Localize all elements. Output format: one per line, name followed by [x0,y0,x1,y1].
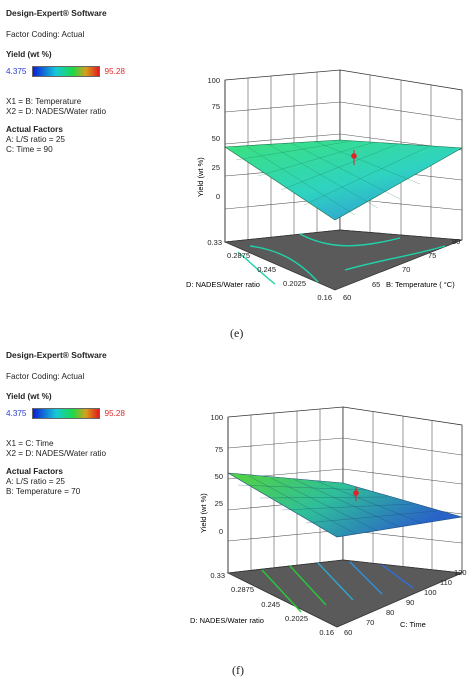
x-tick-label: 100 [424,588,437,597]
legend-max: 95.28 [104,408,126,418]
z-tick-label: 100 [210,413,223,422]
factor-x1: X1 = C: Time [6,439,54,448]
actual-factor-a: A: L/S ratio = 25 [6,135,65,144]
legend-gradient-bar [31,66,100,77]
y-tick-label: 0.2025 [285,614,308,623]
y-tick-label: 0.245 [257,265,276,274]
design-point [353,490,359,496]
software-title: Design-Expert® Software [6,350,107,360]
x-axis-label: C: Time [400,620,426,629]
legend-max: 95.28 [104,66,126,76]
z-tick-label: 25 [212,163,220,172]
z-ticks: 100 75 50 25 0 [210,413,223,536]
x-tick-label: 110 [440,578,452,587]
y-ticks: 0.33 0.2875 0.245 0.2025 0.16 [210,571,334,637]
response-label: Yield (wt %) [6,392,52,401]
factor-x1: X1 = B: Temperature [6,97,82,106]
x-tick-label: 60 [344,628,352,637]
floor-plane [223,229,463,291]
response-surface [227,472,463,538]
y-tick-label: 0.2025 [283,279,306,288]
response-label: Yield (wt %) [6,50,52,59]
panel-caption: (f) [232,663,244,677]
z-tick-label: 25 [215,499,223,508]
info-block: Design-Expert® Software Factor Coding: A… [6,8,125,155]
x-tick-label: 80 [452,237,460,246]
x-tick-label: 90 [406,598,414,607]
z-tick-label: 0 [216,192,220,201]
floor-plane [226,559,464,628]
y-axis-label: D: NADES/Water ratio [190,616,264,625]
surface-mesh [237,475,438,535]
surface-plot-e: 100 75 50 25 0 Yield (wt %) 0.33 0.2875 … [186,69,464,302]
x-tick-label: 120 [454,568,467,577]
x-ticks: 60 65 70 75 80 [343,237,460,302]
surface-plot-f: 100 75 50 25 0 Yield (wt %) 0.33 0.2875 … [190,406,467,637]
actual-factor-b: C: Time = 90 [6,145,53,154]
z-tick-label: 0 [219,527,223,536]
legend-gradient-bar [31,408,100,419]
y-tick-label: 0.2875 [231,585,254,594]
z-tick-label: 75 [212,102,220,111]
x-tick-label: 65 [372,280,380,289]
x-tick-label: 75 [428,251,436,260]
panel-e: Design-Expert® Software Factor Coding: A… [6,8,464,340]
software-title: Design-Expert® Software [6,8,107,18]
z-axis-label: Yield (wt %) [196,157,205,197]
z-tick-label: 75 [215,445,223,454]
x-tick-label: 70 [402,265,410,274]
z-ticks: 100 75 50 25 0 [207,76,220,201]
actual-factor-b: B: Temperature = 70 [6,487,81,496]
x-tick-label: 60 [343,293,351,302]
design-point [351,153,357,159]
z-tick-label: 100 [207,76,220,85]
y-tick-label: 0.245 [261,600,280,609]
surface-mesh [235,140,431,216]
y-tick-label: 0.2875 [227,251,250,260]
z-tick-label: 50 [212,134,220,143]
legend-min: 4.375 [6,408,27,418]
panel-f: Design-Expert® Software Factor Coding: A… [0,345,474,683]
factor-coding: Factor Coding: Actual [6,30,85,39]
x-ticks: 60 70 80 90 100 110 120 [344,568,467,637]
factor-x2: X2 = D: NADES/Water ratio [6,449,107,458]
floor-contours [237,233,446,285]
response-surface [224,139,464,221]
actual-factor-a: A: L/S ratio = 25 [6,477,65,486]
y-tick-label: 0.16 [319,628,334,637]
y-tick-label: 0.33 [210,571,225,580]
floor-contours [261,561,414,613]
info-block: Design-Expert® Software Factor Coding: A… [6,350,125,497]
legend-min: 4.375 [6,66,27,76]
actual-factors-heading: Actual Factors [6,125,63,134]
z-tick-label: 50 [215,472,223,481]
y-axis-label: D: NADES/Water ratio [186,280,260,289]
factor-x2: X2 = D: NADES/Water ratio [6,107,107,116]
x-tick-label: 70 [366,618,374,627]
actual-factors-heading: Actual Factors [6,467,63,476]
color-legend: 4.375 95.28 [6,66,125,77]
color-legend: 4.375 95.28 [6,408,125,419]
y-tick-label: 0.33 [207,238,222,247]
y-ticks: 0.33 0.2875 0.245 0.2025 0.16 [207,238,332,302]
x-tick-label: 80 [386,608,394,617]
factor-coding: Factor Coding: Actual [6,372,85,381]
z-axis-label: Yield (wt %) [199,493,208,533]
y-tick-label: 0.16 [317,293,332,302]
panel-caption: (e) [230,326,244,340]
x-axis-label: B: Temperature ( °C) [386,280,455,289]
